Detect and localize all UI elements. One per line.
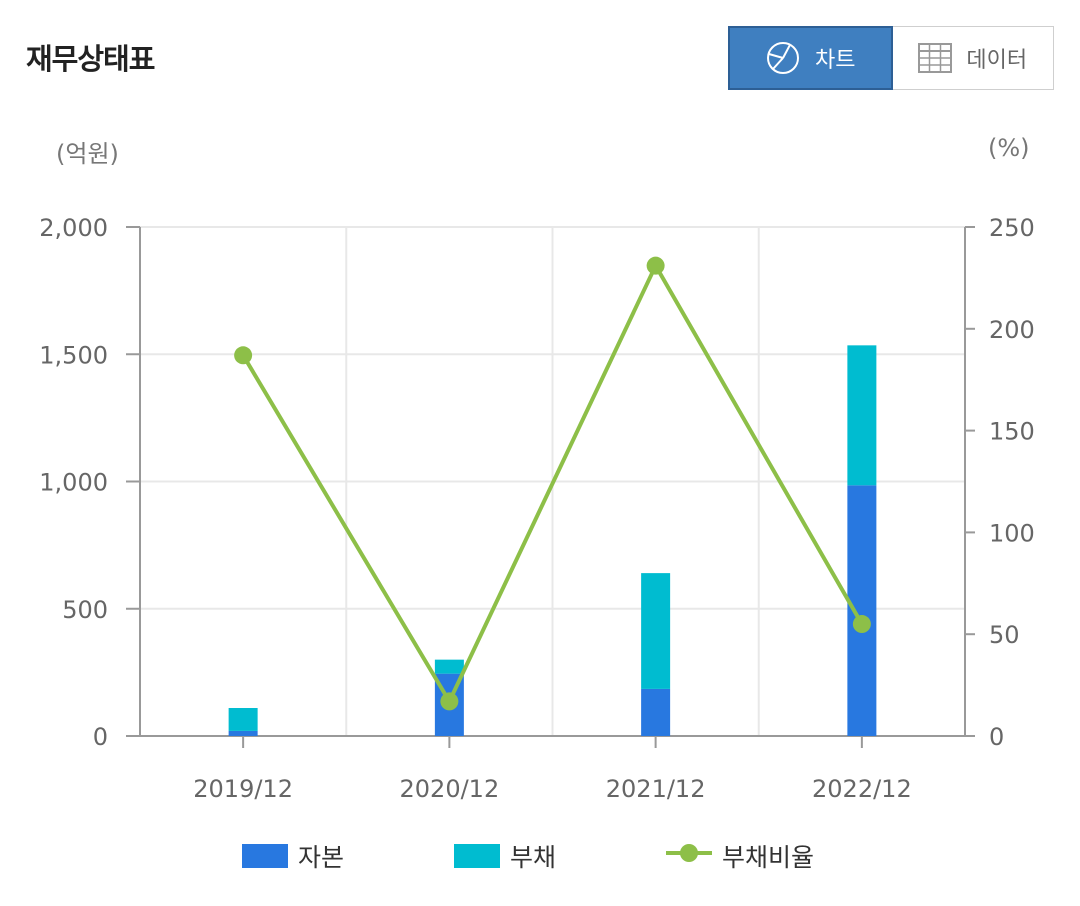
left-axis-tick-label: 1,000	[39, 469, 108, 497]
right-axis-tick-label: 250	[989, 214, 1035, 242]
x-axis-tick-label: 2019/12	[193, 775, 293, 803]
data-view-button[interactable]: 데이터	[892, 26, 1054, 90]
legend-item-capital[interactable]: 자본	[242, 838, 344, 874]
x-axis-tick-label: 2020/12	[400, 775, 500, 803]
chart-view-button[interactable]: 차트	[728, 26, 893, 90]
right-axis-tick-label: 100	[989, 519, 1035, 547]
bar-liabilities	[228, 708, 258, 731]
bar-liabilities	[847, 345, 877, 486]
debt-ratio-point	[852, 615, 871, 634]
left-axis-tick-label: 500	[62, 596, 108, 624]
legend-label-capital: 자본	[298, 843, 345, 872]
view-toggle: 차트 데이터	[728, 26, 1054, 90]
debt-ratio-line	[241, 263, 864, 704]
left-axis-tick-label: 2,000	[39, 214, 108, 242]
chart-legend: 자본 부채 부채비율	[0, 838, 1080, 882]
table-icon	[918, 43, 953, 73]
right-axis-tick-label: 150	[989, 418, 1035, 446]
debt-ratio-point	[646, 256, 665, 275]
left-axis-tick-label: 1,500	[39, 341, 108, 369]
right-axis-tick-label: 50	[989, 621, 1020, 649]
legend-label-liabilities: 부채	[510, 843, 557, 872]
legend-label-debt-ratio: 부채비율	[722, 843, 815, 872]
bar-capital	[847, 485, 877, 736]
x-axis-tick-label: 2022/12	[812, 775, 912, 803]
legend-item-liabilities[interactable]: 부채	[454, 838, 556, 874]
bar-liabilities	[641, 573, 671, 689]
bar-liabilities	[434, 659, 464, 674]
bar-capital	[228, 730, 258, 736]
x-axis-tick-label: 2021/12	[606, 775, 706, 803]
legend-line-marker	[666, 841, 712, 871]
bar-capital	[641, 688, 671, 736]
right-axis-unit: (%)	[988, 134, 1030, 162]
chart-view-label: 차트	[815, 48, 856, 73]
combo-chart: 0 500 1,000 1,500 2,000 0 50 100 150 200 250 2019/1…	[39, 214, 1035, 803]
page-title: 재무상태표	[26, 42, 155, 76]
pie-chart-icon	[765, 40, 801, 76]
legend-swatch-capital	[242, 844, 288, 868]
data-view-label: 데이터	[966, 48, 1028, 73]
debt-ratio-point	[234, 346, 253, 365]
legend-item-debt-ratio[interactable]: 부채비율	[666, 838, 814, 874]
right-axis-tick-label: 200	[989, 316, 1035, 344]
debt-ratio-point	[440, 692, 459, 711]
left-axis-unit: (억원)	[56, 140, 119, 168]
left-axis-tick-label: 0	[93, 723, 108, 751]
right-axis-tick-label: 0	[989, 723, 1004, 751]
legend-swatch-liabilities	[454, 844, 500, 868]
